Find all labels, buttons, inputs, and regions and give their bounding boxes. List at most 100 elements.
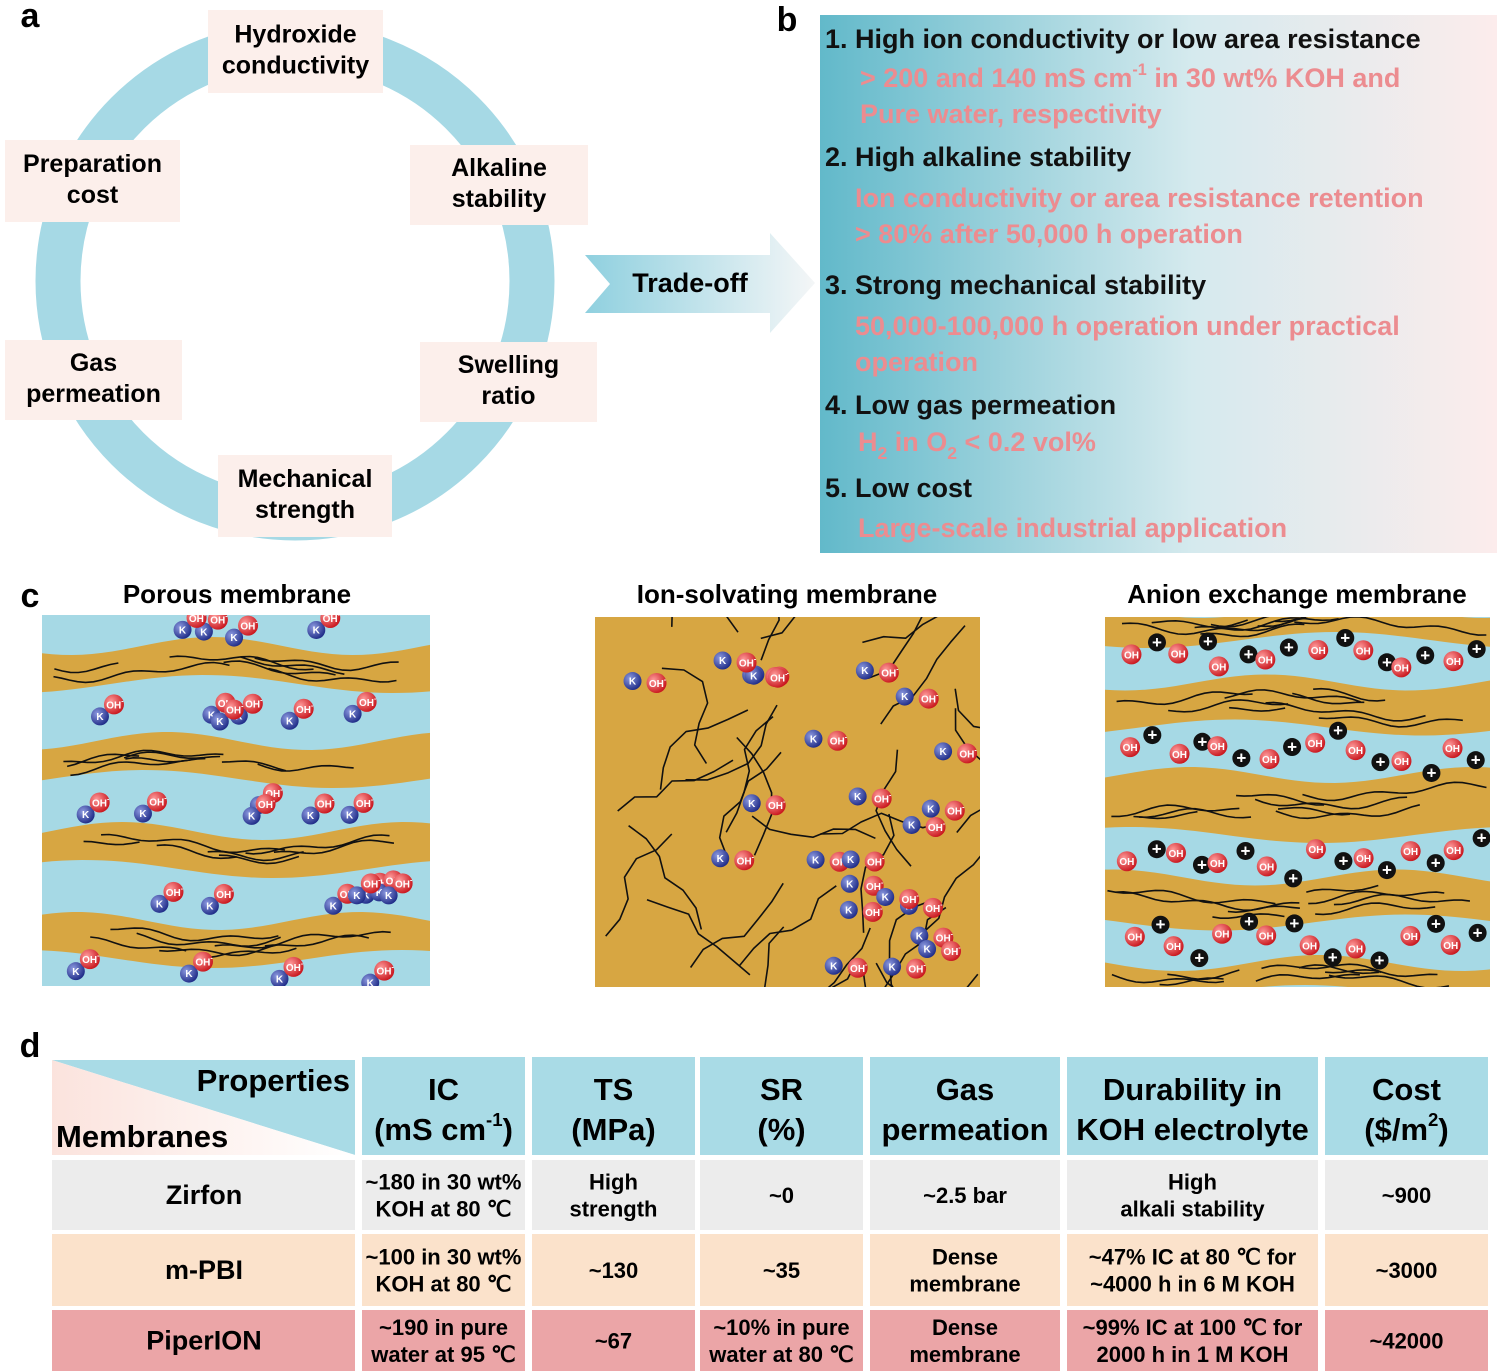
anion-symbol: OH bbox=[832, 857, 847, 868]
anion bbox=[1443, 840, 1464, 861]
anion-symbol: OH bbox=[296, 704, 311, 715]
ring-item-label: Hydroxide bbox=[234, 21, 356, 49]
fixed-charge bbox=[1371, 753, 1390, 772]
fixed-charge-label: + bbox=[1333, 721, 1343, 740]
cell-text: High bbox=[1168, 1169, 1217, 1194]
anion-label: OH- bbox=[245, 698, 263, 710]
anion-label: OH bbox=[1394, 757, 1409, 768]
anion bbox=[392, 873, 413, 894]
cation bbox=[133, 804, 152, 823]
cell-text: ~130 bbox=[589, 1258, 639, 1283]
anion bbox=[925, 816, 946, 837]
anion-symbol: OH bbox=[925, 903, 940, 914]
cell-text: ~42000 bbox=[1369, 1328, 1443, 1353]
ring-item-label: Preparation bbox=[23, 150, 162, 178]
cation-label: K bbox=[96, 712, 104, 723]
cation bbox=[179, 964, 198, 983]
anion bbox=[163, 881, 184, 902]
anion-label: OH bbox=[1403, 847, 1418, 858]
anion-symbol: OH bbox=[340, 889, 355, 900]
cation bbox=[918, 940, 937, 959]
ring-item-label: strength bbox=[255, 496, 355, 524]
fixed-charge bbox=[1236, 841, 1255, 860]
corner-lower bbox=[52, 1060, 355, 1155]
anion-label: OH- bbox=[737, 855, 755, 867]
anion-charge: - bbox=[754, 657, 757, 664]
fixed-charge-label: + bbox=[1244, 912, 1254, 931]
polymer-chain bbox=[90, 936, 187, 952]
cation-label: K bbox=[927, 804, 935, 815]
anion-label: OH bbox=[1356, 854, 1371, 865]
cation bbox=[307, 620, 326, 639]
polymer-chain bbox=[1167, 969, 1240, 981]
requirement-title: 5. Low cost bbox=[825, 473, 972, 503]
header-label: Durability in bbox=[1103, 1072, 1282, 1107]
ring-item-label: stability bbox=[452, 185, 547, 213]
polymer-chain bbox=[661, 667, 709, 764]
anion-symbol: OH bbox=[1446, 846, 1461, 857]
cation-label: K bbox=[854, 792, 862, 803]
anion-symbol: OH bbox=[226, 705, 241, 716]
trade-off-arrow bbox=[585, 233, 815, 333]
polymer-chain bbox=[257, 763, 354, 772]
fixed-charge bbox=[1240, 912, 1259, 931]
fixed-charge-label: + bbox=[1375, 753, 1385, 772]
anion bbox=[871, 788, 892, 809]
anion bbox=[207, 615, 228, 630]
anion bbox=[314, 793, 335, 814]
polymer-chain bbox=[1298, 964, 1379, 975]
polymer-chain bbox=[875, 962, 979, 987]
fixed-charge-label: + bbox=[1477, 829, 1487, 848]
fixed-charge bbox=[1466, 751, 1485, 770]
anion-label: OH bbox=[1446, 657, 1461, 668]
anion bbox=[1169, 743, 1190, 764]
table-cell bbox=[362, 1160, 525, 1230]
table-cell bbox=[1067, 1234, 1318, 1306]
anion-label: OH- bbox=[770, 672, 788, 684]
anion-label: OH- bbox=[739, 657, 757, 669]
cation-label: K bbox=[286, 716, 294, 727]
cell-text: water at 95 ℃ bbox=[370, 1342, 516, 1367]
anion-symbol: OH bbox=[1356, 646, 1371, 657]
header-label-run: (MPa) bbox=[571, 1112, 655, 1147]
anion-label: OH- bbox=[874, 793, 892, 805]
fixed-charge-label: + bbox=[1244, 645, 1254, 664]
anion-charge: - bbox=[962, 805, 965, 812]
anion-symbol: OH bbox=[258, 800, 273, 811]
polymer-chain bbox=[1308, 890, 1445, 905]
anion bbox=[1259, 749, 1280, 770]
cation-label: K bbox=[156, 900, 164, 911]
anion bbox=[103, 694, 124, 715]
cation-label: K bbox=[719, 656, 727, 667]
anion-charge: - bbox=[107, 797, 110, 804]
anion-charge: - bbox=[121, 699, 124, 706]
anion bbox=[862, 901, 883, 922]
requirement-detail-run: in 30 wt% KOH and bbox=[1147, 63, 1401, 93]
header-label: IC bbox=[428, 1072, 459, 1107]
cation bbox=[902, 815, 921, 834]
anion-symbol: OH bbox=[240, 621, 255, 632]
cation-label: K bbox=[206, 902, 214, 913]
anion-charge: - bbox=[301, 961, 304, 968]
cation-label: K bbox=[888, 962, 896, 973]
anion-symbol: OH bbox=[1262, 755, 1277, 766]
polymer-chain bbox=[1151, 619, 1248, 629]
fixed-charge bbox=[1285, 914, 1304, 933]
cell-text: alkali stability bbox=[1120, 1196, 1265, 1221]
anion-symbol: OH bbox=[218, 698, 233, 709]
table-cell bbox=[870, 1310, 1060, 1371]
cell-text: KOH at 80 ℃ bbox=[376, 1196, 512, 1221]
anion-symbol: OH bbox=[323, 614, 338, 625]
anion-charge: - bbox=[845, 735, 848, 742]
anion-symbol: OH bbox=[1348, 944, 1363, 955]
anion-symbol: OH bbox=[1445, 744, 1460, 755]
header-label-run: permeation bbox=[881, 1112, 1048, 1147]
fixed-charge bbox=[1472, 829, 1490, 848]
ring-item-box bbox=[5, 340, 182, 420]
anion-label: OH- bbox=[865, 906, 883, 918]
requirement-detail: operation bbox=[855, 347, 978, 377]
anion bbox=[941, 941, 962, 962]
anion-symbol: OH bbox=[189, 614, 204, 625]
anion-label: OH bbox=[1210, 742, 1225, 753]
cation-label: K bbox=[346, 810, 354, 821]
